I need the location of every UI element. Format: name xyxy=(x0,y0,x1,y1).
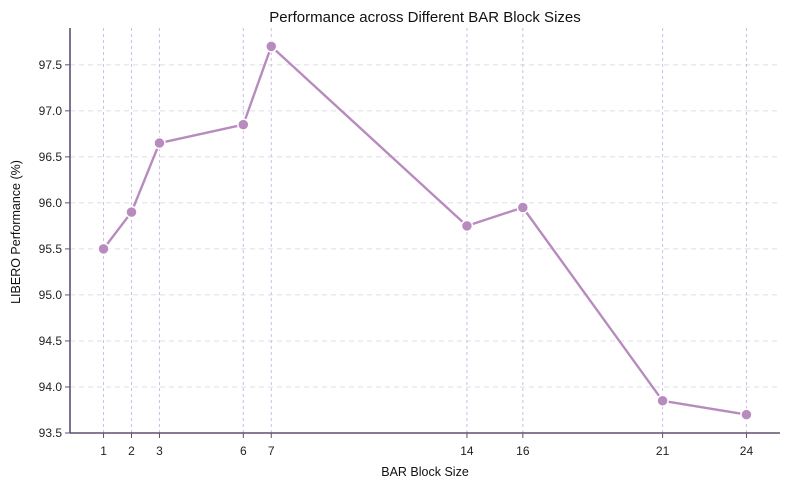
x-tick-label: 24 xyxy=(740,444,754,458)
data-point xyxy=(237,118,250,131)
data-point xyxy=(516,201,530,214)
data-point xyxy=(740,408,753,421)
x-tick-label: 6 xyxy=(240,444,247,458)
data-point xyxy=(265,40,278,53)
y-tick-label: 93.5 xyxy=(39,426,63,440)
x-tick-label: 7 xyxy=(268,444,275,458)
x-tick-label: 3 xyxy=(156,444,163,458)
data-point xyxy=(153,136,166,150)
x-tick-label: 21 xyxy=(656,444,670,458)
x-tick-label: 2 xyxy=(128,444,135,458)
y-tick-label: 95.0 xyxy=(39,288,63,302)
y-tick-label: 96.5 xyxy=(39,150,63,164)
data-point xyxy=(97,242,110,256)
y-tick-label: 95.5 xyxy=(39,242,63,256)
y-axis-label: LIBERO Performance (%) xyxy=(9,160,23,304)
y-tick-label: 94.5 xyxy=(39,334,63,348)
y-tick-label: 97.5 xyxy=(39,58,63,72)
data-point xyxy=(125,205,138,219)
x-tick-label: 16 xyxy=(516,444,530,458)
y-tick-label: 94.0 xyxy=(39,380,63,394)
data-point xyxy=(460,219,474,233)
data-point xyxy=(656,394,669,408)
x-axis-ticks: 1 2 3 6 7 14 16 21 24 xyxy=(100,433,753,458)
grid xyxy=(70,64,780,388)
series xyxy=(97,40,753,421)
chart-title: Performance across Different BAR Block S… xyxy=(269,9,581,26)
x-axis-label: BAR Block Size xyxy=(381,465,469,479)
x-tick-label: 1 xyxy=(100,444,107,458)
y-tick-label: 96.0 xyxy=(39,196,63,210)
x-gridlines xyxy=(103,28,747,433)
y-tick-label: 97.0 xyxy=(39,104,63,118)
x-tick-label: 14 xyxy=(460,444,474,458)
y-axis-ticks: 93.5 94.0 94.5 95.0 95.5 96.0 96.5 97.0 97.5 xyxy=(39,58,70,440)
series-line xyxy=(102,45,747,416)
